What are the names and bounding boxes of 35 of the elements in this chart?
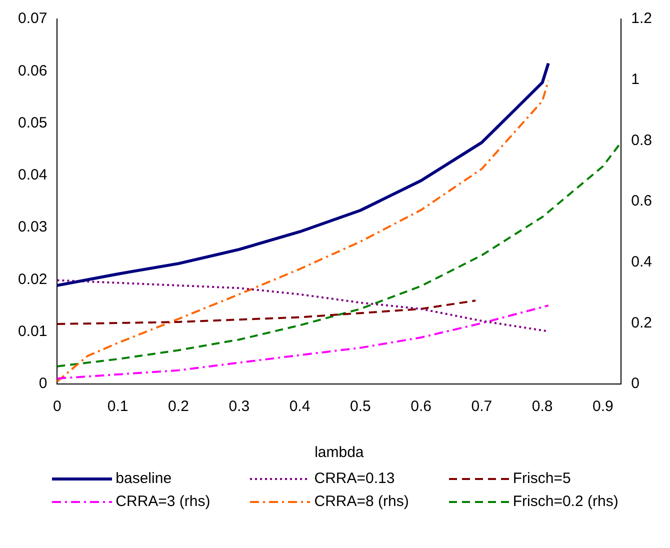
y2-tick-label: 0.2 — [631, 314, 652, 332]
legend-label: CRRA=8 (rhs) — [314, 493, 409, 510]
legend-label: Frisch=5 — [512, 470, 571, 487]
x-tick-label: 0.3 — [228, 398, 250, 416]
x-tick-label: 0.7 — [471, 398, 492, 416]
legend-label: baseline — [116, 470, 172, 487]
x-axis-title: lambda — [314, 444, 364, 462]
y-tick-label: 0.07 — [18, 10, 48, 28]
legend-label: CRRA=0.13 — [314, 470, 395, 487]
legend-label: Frisch=0.2 (rhs) — [512, 493, 618, 510]
x-tick-label: 0.8 — [532, 398, 553, 416]
y-tick-label: 0.02 — [18, 270, 48, 288]
x-tick-label: 0.5 — [350, 398, 371, 416]
x-tick-label: 0.1 — [107, 398, 128, 416]
line-series — [56, 80, 550, 383]
y-tick-label: 0 — [38, 375, 48, 392]
line-series — [56, 300, 477, 326]
y2-tick-label: 0.4 — [631, 253, 652, 270]
x-tick-label: 0.9 — [592, 398, 614, 416]
y-tick-label: 0.06 — [18, 62, 48, 80]
y-tick-label: 0.03 — [18, 218, 48, 236]
x-tick-label: 0.6 — [410, 398, 432, 416]
y-tick-label: 0.05 — [18, 114, 48, 132]
x-tick-label: 0 — [53, 398, 62, 416]
y2-tick-label: 0.8 — [631, 132, 652, 149]
line-series — [56, 304, 550, 380]
y2-tick-label: 0.6 — [631, 192, 652, 210]
y2-tick-label: 1.2 — [631, 10, 652, 28]
y-tick-label: 0.01 — [18, 323, 48, 340]
legend-label: CRRA=3 (rhs) — [116, 493, 210, 510]
y2-tick-label: 1 — [631, 70, 640, 88]
y2-tick-label: 0 — [631, 375, 640, 392]
x-tick-label: 0.4 — [289, 398, 310, 416]
x-tick-label: 0.2 — [168, 398, 189, 416]
y-tick-label: 0.04 — [18, 166, 48, 184]
